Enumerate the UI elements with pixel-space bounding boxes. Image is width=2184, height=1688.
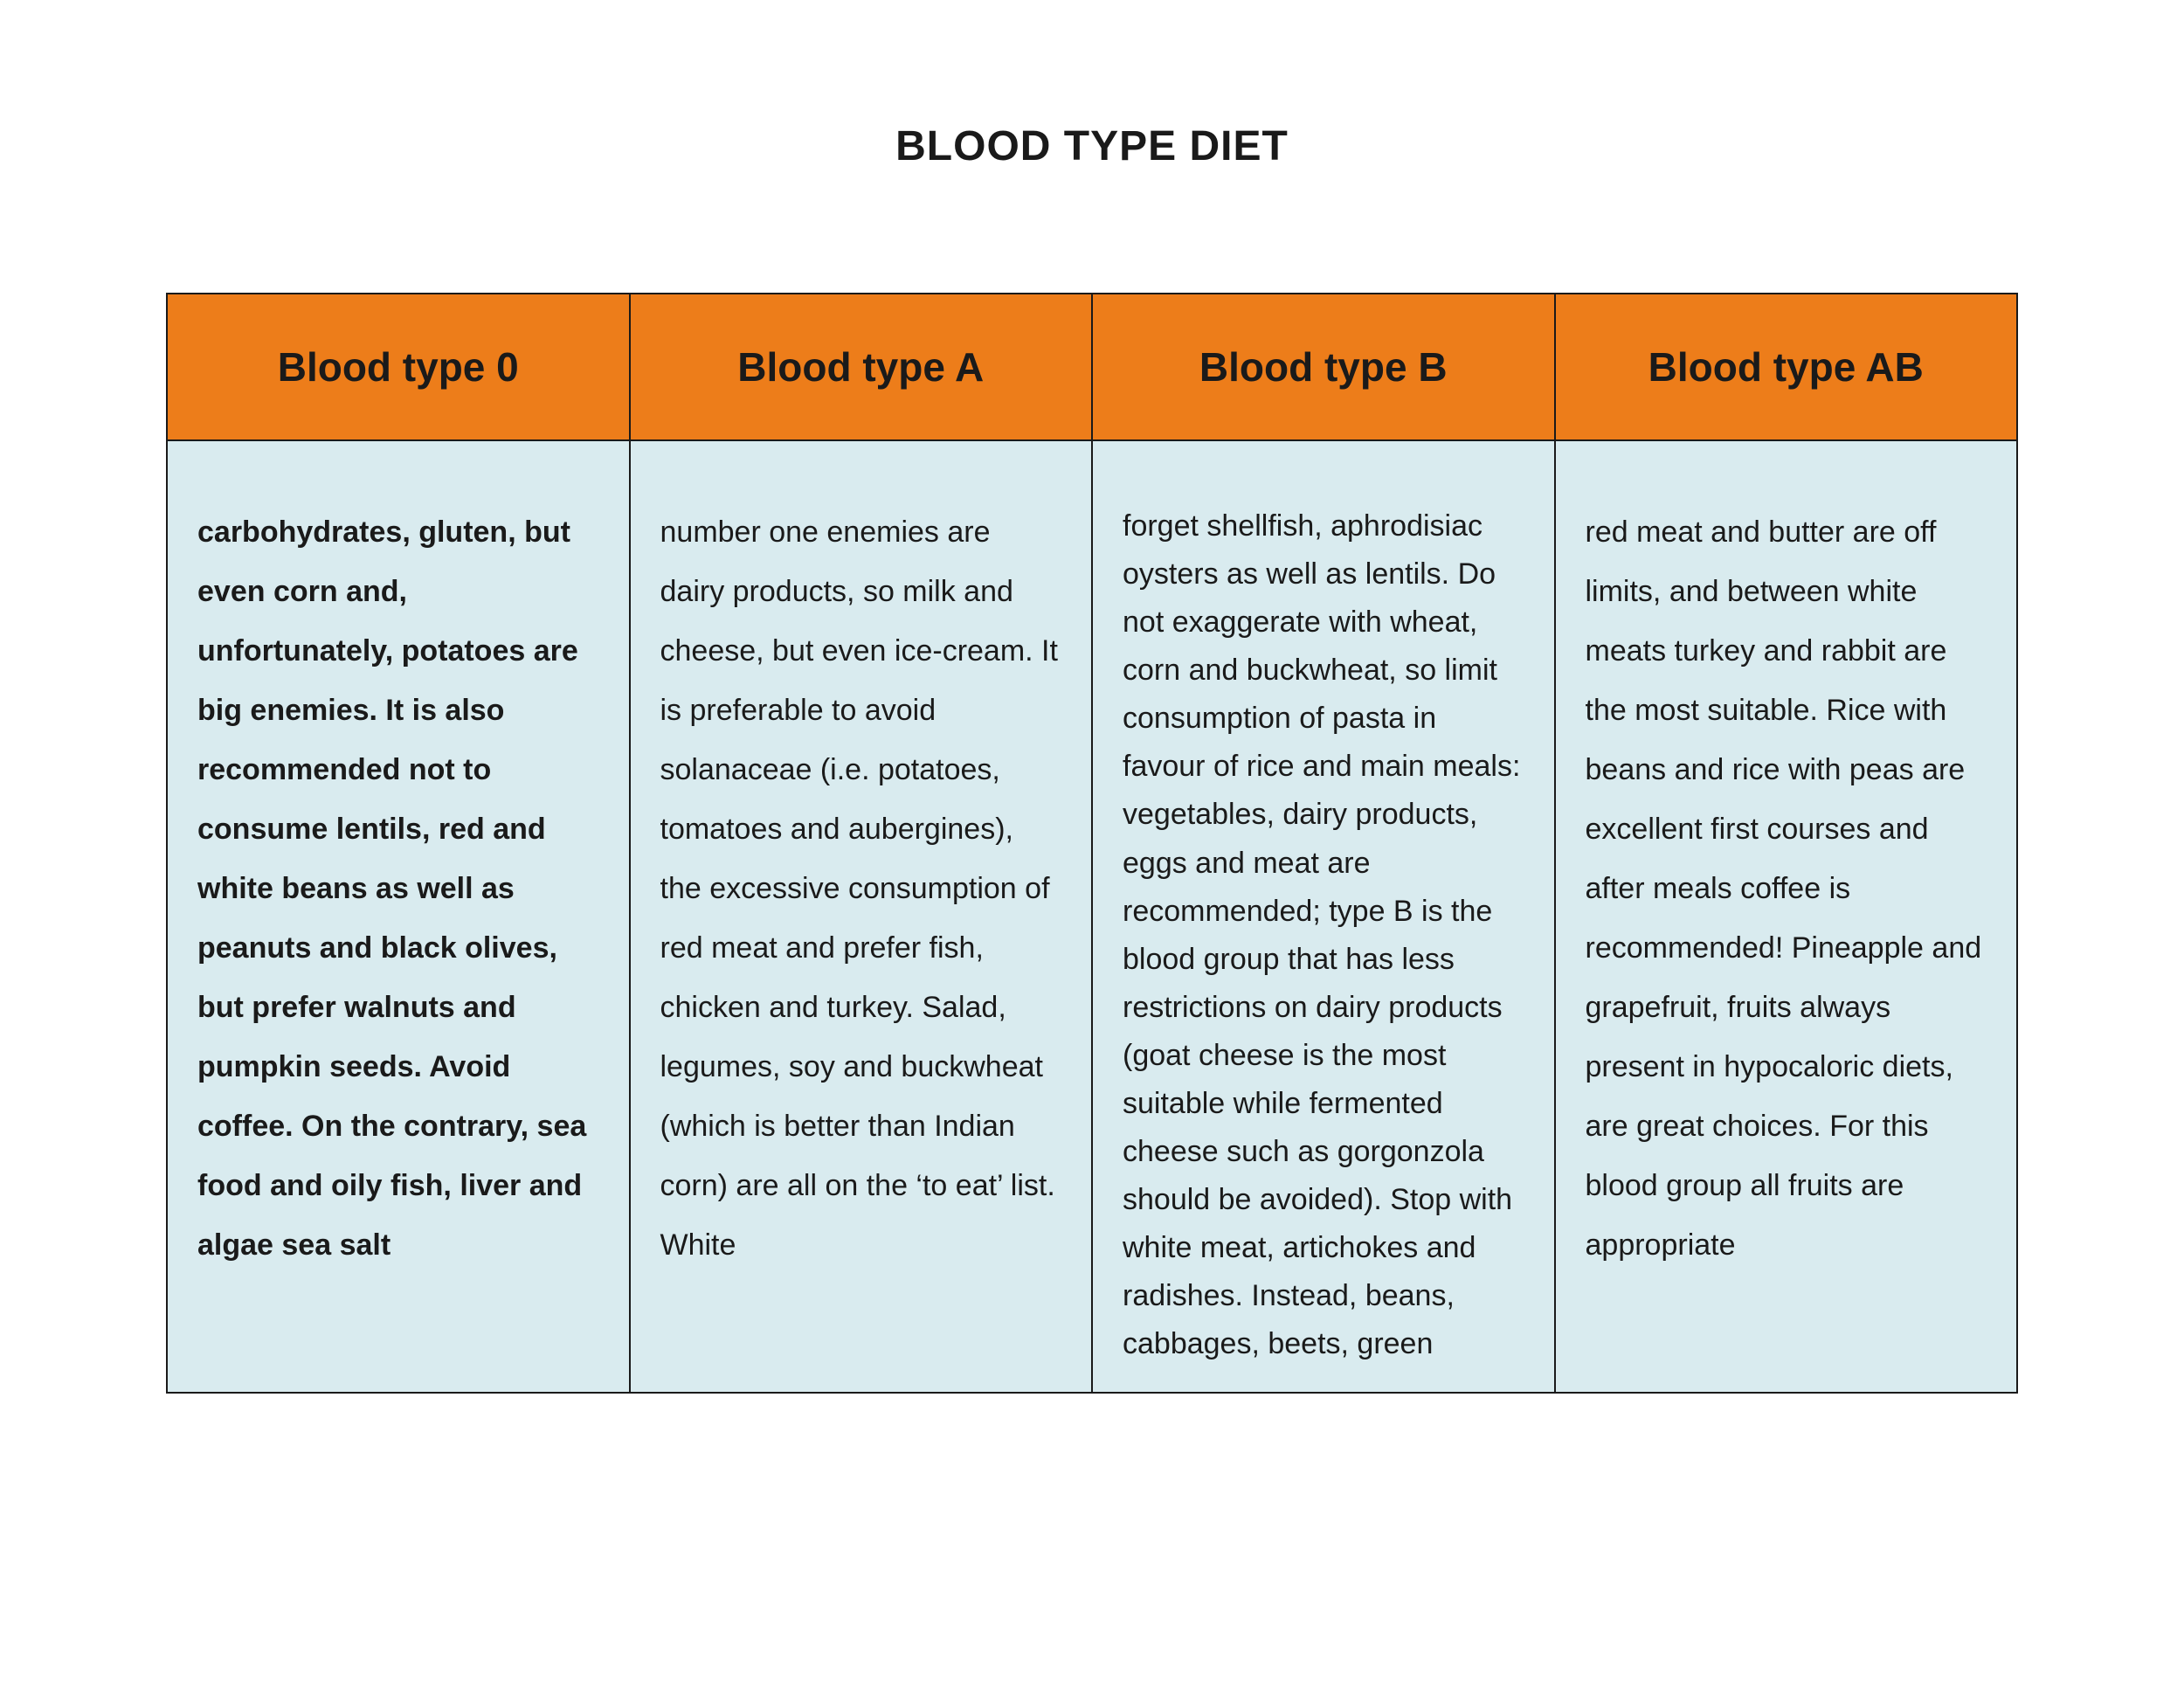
table-row: carbohydrates, gluten, but even corn and… [167,440,2017,1393]
cell-blood-type-b: forget shellfish, aphrodisiac oysters as… [1092,440,1555,1393]
header-blood-type-b: Blood type B [1092,294,1555,440]
header-blood-type-a: Blood type A [630,294,1093,440]
cell-blood-type-a: number one enemies are dairy products, s… [630,440,1093,1393]
header-blood-type-ab: Blood type AB [1555,294,2018,440]
table-header-row: Blood type 0 Blood type A Blood type B B… [167,294,2017,440]
page-title: BLOOD TYPE DIET [166,122,2018,170]
cell-blood-type-ab: red meat and butter are off limits, and … [1555,440,2018,1393]
header-blood-type-0: Blood type 0 [167,294,630,440]
blood-type-diet-table: Blood type 0 Blood type A Blood type B B… [166,293,2018,1394]
cell-blood-type-0: carbohydrates, gluten, but even corn and… [167,440,630,1393]
